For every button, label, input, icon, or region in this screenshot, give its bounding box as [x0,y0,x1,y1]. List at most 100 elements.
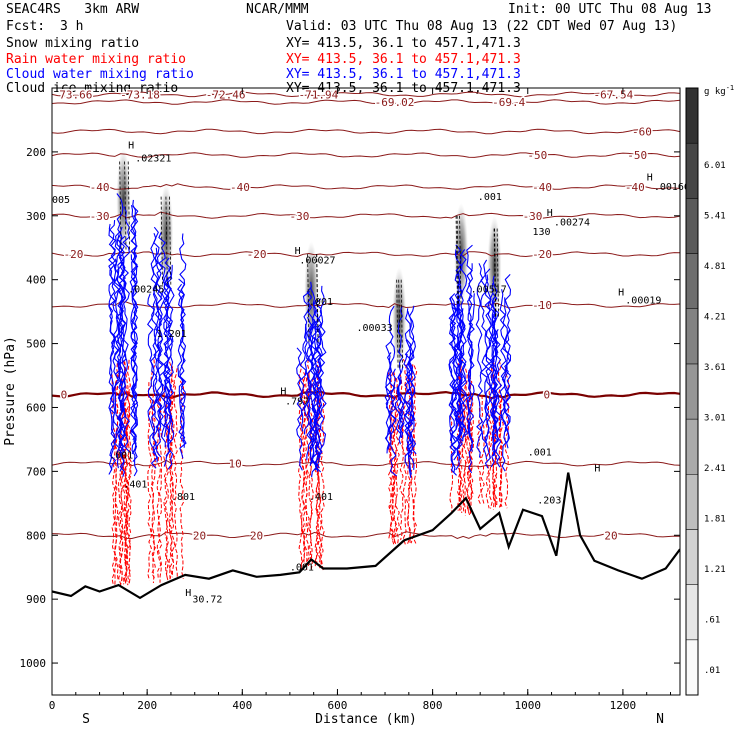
y-tick-label: 1000 [20,657,47,670]
contour-annotation: H [280,387,286,398]
cloud-water-contour [484,268,493,469]
isotherm-10 [52,531,680,540]
cloud-water-contour [112,258,120,469]
cloud-water-contour [306,281,314,466]
isotherm-label: 0 [61,389,68,402]
legend-rain-xy: XY= 413.5, 36.1 to 457.1,471.3 [286,52,521,67]
direction-north: N [656,712,664,727]
x-tick-label: 1000 [515,699,542,712]
cloud-water-contour [310,337,319,471]
cloud-water-contour [398,366,406,439]
temperature-contours: 73.66 -73.18 -72.46 -71.94 -67.54 -69.02 -69.4… [52,88,680,544]
cloud-water-contour [490,283,498,432]
cloud-water-contour [162,272,171,467]
isotherm-label: -69.4 [492,96,525,109]
colorbar-cell [685,584,699,641]
rain-contour [173,368,178,580]
isotherm-4 [52,183,680,190]
y-tick-label: 500 [26,338,46,351]
cloud-water-contour [118,226,126,452]
rain-contour [469,384,475,513]
colorbar-label: 6.01 [704,161,726,171]
cloud-water-contour [130,205,139,463]
contour-annotation: .00274 [554,217,590,228]
rain-contour [498,398,503,507]
contour-annotation: .203 [537,495,561,506]
cloud-water-contour [113,230,122,446]
cloud-water-contour [475,263,484,458]
isotherm-label: -30 [90,210,110,223]
contour-annotation: .00166 [654,182,690,193]
cloud-water-contour [388,305,397,440]
x-tick-label: 400 [232,699,252,712]
valid-time: Valid: 03 UTC Thu 08 Aug 13 (22 CDT Wed … [286,19,678,34]
rain-contour [156,398,162,578]
direction-south: S [82,712,90,727]
contour-annotations: H.02321005.00245H.00027.001.00033.00517.… [52,141,690,606]
contour-annotation: .797 [285,396,309,407]
cloud-water-contour [491,275,499,461]
cloud-water-contour [299,324,307,432]
rain-contour [487,367,493,509]
colorbar-label: 1.81 [704,515,726,525]
isotherm-label: -30 [523,210,543,223]
contour-annotation: 1.201 [157,329,187,340]
isotherm-label: -20 [532,248,552,261]
colorbar: 6.01 5.41 4.81 4.21 3.61 3.01 2.41 1.81 1.21 .61.… [685,87,726,696]
contour-annotation: .801 [171,492,195,503]
colorbar-cell [685,529,699,585]
axes: 0 200 400 600 800 1000 12002003004005006007008… [20,88,680,712]
contour-annotation: .00027 [299,256,335,267]
contour-annotation: .00033 [356,323,392,334]
legend-snow: Snow mixing ratio [6,36,140,51]
colorbar-cell [685,474,699,530]
fcst-label: Fcst: [6,19,46,34]
cloud-water-contour [302,290,311,435]
cloud-water-contour [479,259,488,460]
rain-contour [405,378,411,545]
fcst-value: 3 h [60,19,84,34]
cloud-water-contour [407,310,415,475]
contour-annotation: H [647,173,653,184]
cloud-water-contour [314,323,322,473]
cloud-water-contour [385,352,392,450]
x-axis-title: Distance (km) [315,712,417,727]
x-tick-label: 200 [137,699,157,712]
colorbar-cell [685,253,699,309]
rain-contour [305,358,311,570]
rain-contour [123,372,128,585]
model-title: SEAC4RS 3km ARW [6,2,140,17]
y-tick-label: 300 [26,210,46,223]
colorbar-label: 3.01 [704,414,726,424]
isotherm-label: -73.18 [120,88,160,101]
isotherm-label: -67.54 [594,88,634,101]
y-tick-label: 200 [26,146,46,159]
y-tick-label: 700 [26,465,46,478]
cloud-water-contour [146,293,155,448]
x-tick-label: 0 [49,699,56,712]
isotherm-label: -60 [632,125,652,138]
isotherm-label: 20 [193,529,206,542]
rain-contour [461,384,467,513]
y-tick-label: 900 [26,593,46,606]
legend-cloudwater-xy: XY= 413.5, 36.1 to 457.1,471.3 [286,67,521,82]
contour-annotation: H [128,141,134,152]
colorbar-cell [685,639,699,696]
cloud-water-contour [166,264,175,470]
cloud-water-contour [130,204,139,477]
rain-contour [150,359,156,584]
colorbar-label: .01 [704,666,720,676]
contour-annotation: .001 [478,192,502,203]
cloud-water-contour [116,234,124,434]
cloud-water-contour [494,328,503,468]
contour-annotation: .401 [309,492,333,503]
contour-annotation: H [295,246,301,257]
legend-snow-xy: XY= 413.5, 36.1 to 457.1,471.3 [286,36,521,51]
rain-contour [119,400,125,586]
init-time: Init: 00 UTC Thu 08 Aug 13 [508,2,712,17]
colorbar-cell [685,87,699,144]
colorbar-label: 3.61 [704,363,726,373]
cloud-water-contour [150,233,158,469]
colorbar-label: 4.81 [704,262,726,272]
